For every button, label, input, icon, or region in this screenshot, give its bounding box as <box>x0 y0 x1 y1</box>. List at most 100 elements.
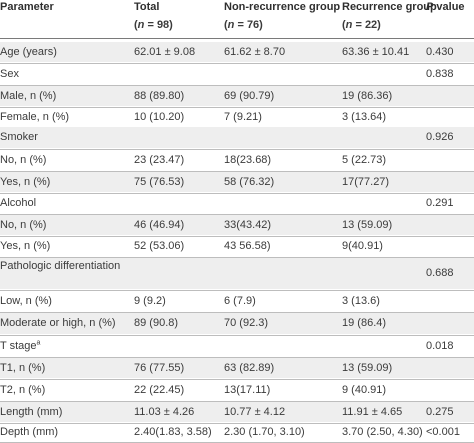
cell-pvalue: 0.430 <box>426 45 454 58</box>
cell-total: 88 (89.80) <box>134 89 185 102</box>
cell-recurrence: 9(40.91) <box>342 240 383 252</box>
row-divider <box>0 171 474 172</box>
cell-parameter: No, n (%) <box>0 153 47 166</box>
row-divider <box>0 193 474 194</box>
cell-nonrecurrence: 63 (82.89) <box>224 361 275 374</box>
cell-nonrecurrence: 6 (7.9) <box>224 294 256 307</box>
table-row: Length (mm) 11.03 ± 4.26 10.77 ± 4.12 11.91… <box>0 402 474 422</box>
cell-nonrecurrence: 2.30 (1.70, 3.10) <box>224 426 305 438</box>
table-header-row: Parameter Total Non-recurrence group Rec… <box>0 1 474 17</box>
table-row: No, n (%) 23 (23.47) 18(23.68) 5 (22.73) <box>0 150 474 170</box>
cell-parameter: Female, n (%) <box>0 111 70 123</box>
cell-total: 52 (53.06) <box>134 240 185 252</box>
cell-recurrence: 11.91 ± 4.65 <box>342 405 403 418</box>
table-row: Female, n (%) 10 (10.20) 7 (9.21) 3 (13.64) <box>0 108 474 127</box>
cell-recurrence: 17(77.27) <box>342 175 390 188</box>
cell-total: 9 (9.2) <box>134 294 166 307</box>
cell-nonrecurrence: 61.62 ± 8.70 <box>224 45 286 58</box>
cell-parameter: Length (mm) <box>0 405 63 418</box>
cell-pvalue: 0.688 <box>426 267 454 279</box>
cell-parameter: Yes, n (%) <box>0 240 51 252</box>
cell-parameter: Moderate or high, n (%) <box>0 317 116 329</box>
cell-recurrence: 13 (59.09) <box>342 218 393 231</box>
row-divider <box>0 312 474 313</box>
cell-recurrence: 9 (40.91) <box>342 383 387 396</box>
cell-parameter: Sex <box>0 67 19 80</box>
table-row: T stagea 0.018 <box>0 336 474 356</box>
table-row: Smoker 0.926 <box>0 127 474 148</box>
cell-parameter: Age (years) <box>0 45 57 58</box>
table-row: Alcohol 0.291 <box>0 194 474 213</box>
table-row: Pathologic differentiation 0.688 <box>0 258 474 289</box>
table-row: T2, n (%) 22 (22.45) 13(17.11) 9 (40.91) <box>0 380 474 400</box>
cell-parameter: Low, n (%) <box>0 294 52 307</box>
cell-total: 10 (10.20) <box>134 111 185 123</box>
row-divider <box>0 63 474 64</box>
cell-parameter: T1, n (%) <box>0 361 46 374</box>
cell-recurrence: 3 (13.64) <box>342 111 387 123</box>
cell-nonrecurrence: 10.77 ± 4.12 <box>224 405 286 418</box>
cell-total: 76 (77.55) <box>134 361 185 374</box>
row-divider <box>0 401 474 402</box>
cell-pvalue: 0.275 <box>426 405 454 418</box>
cell-total: 23 (23.47) <box>134 153 185 166</box>
cell-nonrecurrence: 43 56.58) <box>224 240 271 252</box>
cell-parameter: Male, n (%) <box>0 89 57 102</box>
row-divider <box>0 257 474 258</box>
cell-pvalue: 0.018 <box>426 339 454 352</box>
footnote-marker: a <box>36 338 41 346</box>
row-divider <box>0 236 474 237</box>
cell-pvalue: 0.291 <box>426 197 454 209</box>
cell-pvalue: 0.926 <box>426 131 454 143</box>
table-row: T1, n (%) 76 (77.55) 63 (82.89) 13 (59.09) <box>0 358 474 378</box>
cell-recurrence: 13 (59.09) <box>342 361 393 374</box>
cell-recurrence: 3 (13.6) <box>342 294 380 307</box>
cell-recurrence: 19 (86.36) <box>342 89 393 102</box>
cell-parameter: Smoker <box>0 131 38 143</box>
cell-total: 89 (90.8) <box>134 317 179 329</box>
cell-parameter: Depth (mm) <box>0 426 59 438</box>
table-subheader-row: (n = 98) (n = 76) (n = 22) <box>0 19 474 35</box>
table-row: No, n (%) 46 (46.94) 33(43.42) 13 (59.09) <box>0 215 474 235</box>
cell-total: 11.03 ± 4.26 <box>134 405 195 418</box>
cell-nonrecurrence: 69 (90.79) <box>224 89 275 102</box>
row-divider <box>0 379 474 380</box>
table-row: Moderate or high, n (%) 89 (90.8) 70 (92.3… <box>0 313 474 334</box>
cell-nonrecurrence: 7 (9.21) <box>224 111 262 123</box>
header-parameter: Parameter <box>0 1 54 13</box>
row-divider <box>0 290 474 291</box>
rec-n: (n = 22) <box>342 19 381 31</box>
header-recurrence: Recurrence group <box>342 1 437 13</box>
cell-nonrecurrence: 18(23.68) <box>224 153 272 166</box>
cell-recurrence: 19 (86.4) <box>342 317 387 329</box>
header-nonrecurrence: Non-recurrence group <box>224 1 341 13</box>
cell-total: 75 (76.53) <box>134 175 185 188</box>
cell-nonrecurrence: 58 (76.32) <box>224 175 275 188</box>
cell-parameter: Pathologic differentiation <box>0 260 121 272</box>
nonrec-n: (n = 76) <box>224 19 263 31</box>
cell-recurrence: 5 (22.73) <box>342 153 387 166</box>
cell-parameter: No, n (%) <box>0 218 47 231</box>
cell-pvalue: <0.001 <box>426 426 460 438</box>
row-divider <box>0 357 474 358</box>
table-row: Sex 0.838 <box>0 64 474 84</box>
cell-recurrence: 63.36 ± 10.41 <box>342 45 410 58</box>
header-pvalue: P value <box>426 1 465 13</box>
cell-total: 46 (46.94) <box>134 218 185 231</box>
table-row: Depth (mm) 2.40(1.83, 3.58) 2.30 (1.70, 3.… <box>0 424 474 441</box>
cell-nonrecurrence: 33(43.42) <box>224 218 272 231</box>
cell-pvalue: 0.838 <box>426 67 454 80</box>
cell-parameter: Yes, n (%) <box>0 175 51 188</box>
row-divider <box>0 214 474 215</box>
total-n: (n = 98) <box>134 19 173 31</box>
cell-parameter: Alcohol <box>0 197 37 209</box>
cell-total: 22 (22.45) <box>134 383 185 396</box>
table-row: Age (years) 62.01 ± 9.08 61.62 ± 8.70 63.36… <box>0 42 474 62</box>
row-divider <box>0 335 474 336</box>
cell-total: 62.01 ± 9.08 <box>134 45 196 58</box>
cell-recurrence: 3.70 (2.50, 4.30) <box>342 426 423 438</box>
table-row: Yes, n (%) 75 (76.53) 58 (76.32) 17(77.27) <box>0 172 474 192</box>
header-rule <box>0 38 474 39</box>
row-divider <box>0 107 474 108</box>
